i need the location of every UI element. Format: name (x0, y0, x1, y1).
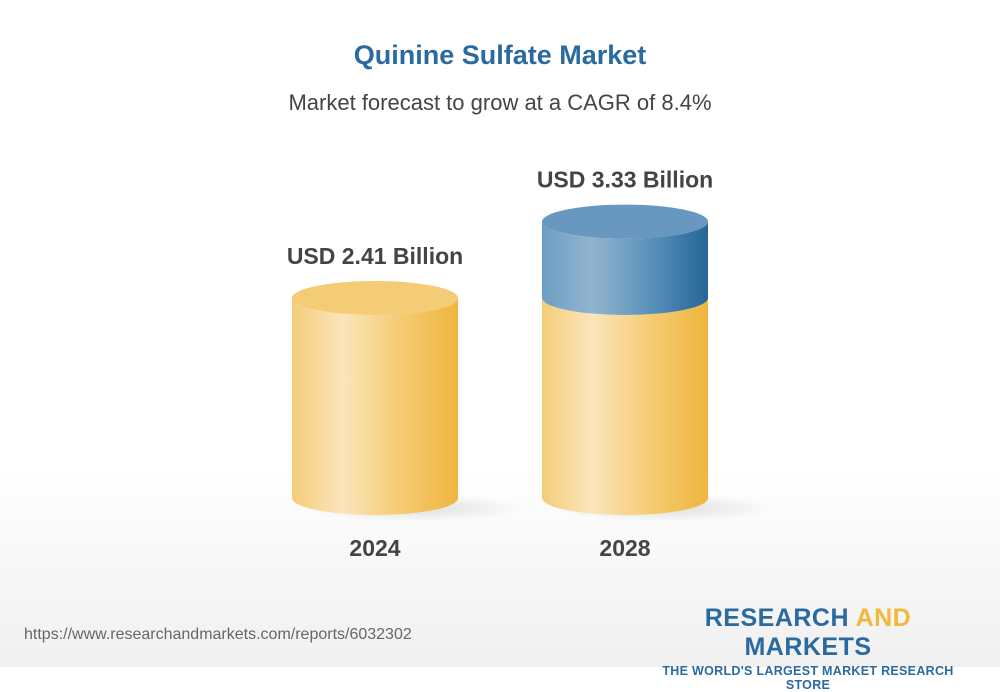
cylinder-top (542, 204, 708, 239)
category-label: 2024 (349, 535, 400, 561)
cylinder-top (292, 280, 458, 315)
cylinder-growth-segment (542, 221, 708, 315)
category-label: 2028 (599, 535, 650, 561)
research-and-markets-logo: RESEARCH AND MARKETS THE WORLD'S LARGEST… (662, 604, 954, 692)
chart-subtitle: Market forecast to grow at a CAGR of 8.4… (288, 90, 712, 115)
source-url[interactable]: https://www.researchandmarkets.com/repor… (24, 626, 412, 643)
cylinder-base-segment (542, 297, 708, 515)
chart-title: Quinine Sulfate Market (353, 40, 647, 70)
data-label: USD 3.33 Billion (537, 167, 713, 193)
cylinder-bar (292, 297, 458, 515)
data-label: USD 2.41 Billion (287, 243, 463, 269)
cylinder-chart: USD 2.41 Billion 2024 USD 3.33 Billion 2028 (287, 167, 775, 561)
